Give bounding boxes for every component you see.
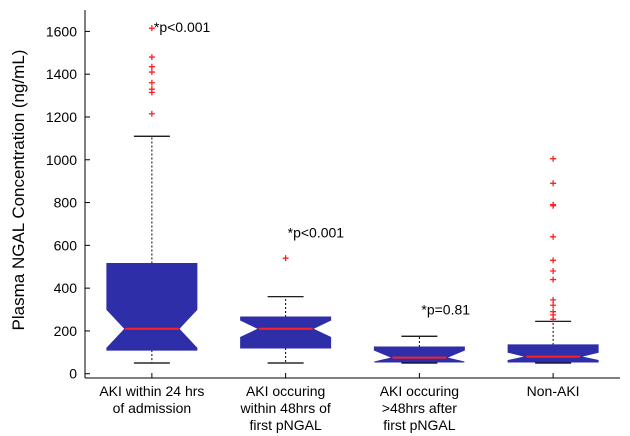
box	[373, 346, 465, 363]
significance-annotation: *p=0.81	[421, 302, 470, 318]
outlier-point	[550, 233, 557, 240]
y-tick-label: 200	[54, 323, 78, 339]
box	[507, 344, 599, 363]
x-category-label: AKI occuring >48hrs after first pNGAL	[380, 383, 459, 433]
outlier-point	[550, 257, 557, 264]
y-tick-label: 400	[54, 280, 78, 296]
outlier-point	[148, 86, 155, 93]
outlier-point	[550, 180, 557, 187]
significance-annotation: *p<0.001	[154, 19, 211, 35]
y-tick-label: 600	[54, 237, 78, 253]
outlier-point	[148, 25, 155, 32]
y-tick-label: 1400	[46, 66, 77, 82]
y-tick-label: 800	[54, 195, 78, 211]
plot-area: 0 200 400 600 800 1000 1200 1400 1600 AKI within …	[46, 10, 620, 433]
outlier-point	[148, 110, 155, 117]
y-tick-label: 1200	[46, 109, 77, 125]
box	[240, 316, 332, 349]
outlier-point	[550, 155, 557, 162]
y-tick-label: 0	[69, 366, 77, 382]
outlier-point	[282, 255, 289, 262]
x-category-label: AKI within 24 hrs of admission	[99, 383, 204, 416]
outlier-point	[550, 268, 557, 275]
x-category-label: Non-AKI	[527, 383, 580, 399]
outlier-point	[550, 302, 557, 309]
outlier-point	[550, 276, 557, 283]
outlier-point	[550, 201, 557, 208]
outlier-point	[148, 63, 155, 70]
x-category-label: AKI occuring within 48hrs of first pNGAL	[239, 383, 330, 433]
outlier-point	[550, 308, 557, 315]
outlier-point	[148, 54, 155, 61]
box	[106, 263, 198, 351]
outlier-point	[148, 69, 155, 76]
y-tick-label: 1600	[46, 23, 77, 39]
outlier-point	[148, 79, 155, 86]
y-axis-title: Plasma NGAL Concentration (ng/mL)	[9, 50, 28, 331]
y-tick-label: 1000	[46, 152, 77, 168]
outlier-point	[550, 296, 557, 303]
significance-annotation: *p<0.001	[288, 225, 345, 241]
